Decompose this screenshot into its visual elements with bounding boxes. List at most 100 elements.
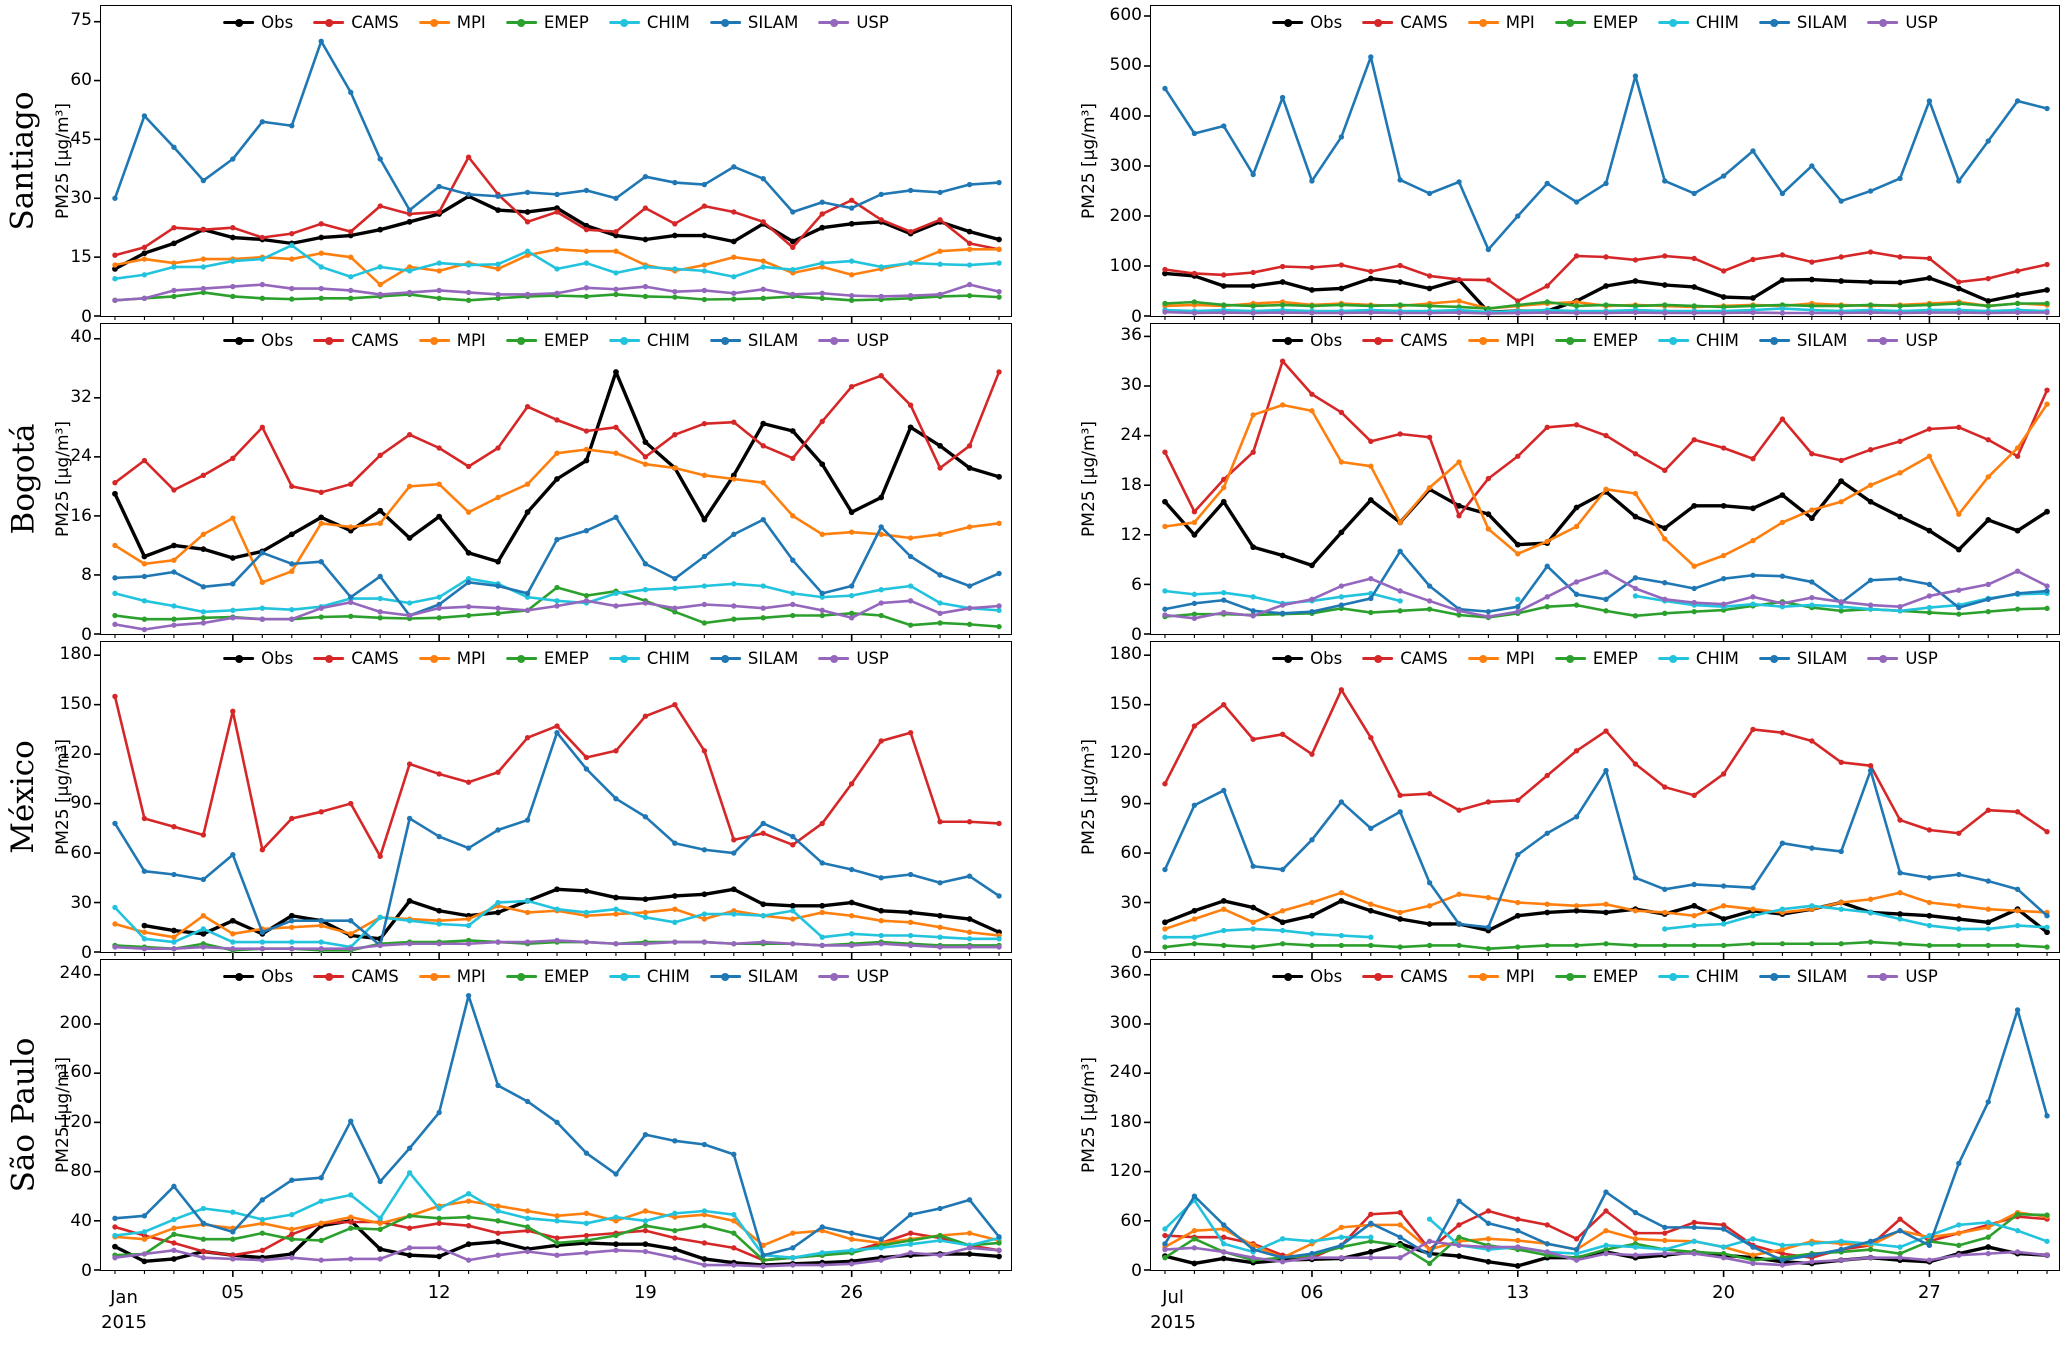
data-point-chim xyxy=(495,899,501,906)
data-point-usp xyxy=(1573,1257,1580,1263)
data-point-chim xyxy=(1515,596,1521,603)
data-point-usp xyxy=(465,1257,472,1263)
y-tick-labels: 0 30 60 90 120 150 180 xyxy=(46,641,96,963)
legend-label: SILAM xyxy=(1796,13,1848,32)
data-point-obs xyxy=(907,909,914,916)
data-point-silam xyxy=(1191,802,1198,808)
data-point-obs xyxy=(760,901,767,908)
y-tick-label: 15 xyxy=(70,247,92,268)
data-point-chim xyxy=(554,906,560,912)
data-point-obs xyxy=(1808,515,1815,522)
data-point-silam xyxy=(171,144,177,150)
legend-line-icon xyxy=(1467,654,1499,663)
data-point-silam xyxy=(1926,875,1933,881)
legend-item-mpi: MPI xyxy=(418,649,486,668)
legend-dot-icon xyxy=(620,972,629,981)
data-point-silam xyxy=(1632,73,1639,79)
legend-dot-icon xyxy=(234,654,243,663)
data-point-cams xyxy=(1309,264,1315,271)
legend-line-icon xyxy=(1362,972,1394,981)
data-point-silam xyxy=(1779,573,1786,579)
data-point-obs xyxy=(1514,541,1521,548)
data-point-cams xyxy=(259,847,266,853)
data-point-emep xyxy=(1720,942,1727,949)
data-point-silam xyxy=(377,1178,383,1185)
data-point-chim xyxy=(1338,932,1345,939)
data-point-chim xyxy=(760,583,766,589)
data-point-cams xyxy=(171,224,177,231)
legend-label: USP xyxy=(856,649,889,668)
data-point-chim xyxy=(406,268,413,274)
data-point-silam xyxy=(465,845,472,851)
data-point-chim xyxy=(819,260,825,266)
data-point-cams xyxy=(289,230,295,237)
data-point-cams xyxy=(377,452,383,459)
data-point-obs xyxy=(1220,498,1227,505)
data-point-silam xyxy=(966,583,973,589)
data-point-mpi xyxy=(524,909,531,916)
data-point-emep xyxy=(495,610,501,617)
y-tick-label: 100 xyxy=(1109,256,1142,277)
data-point-chim xyxy=(2014,1227,2021,1234)
x-axis-origin-label-jul: Jul 2015 xyxy=(1142,1285,1204,1335)
data-point-chim xyxy=(1662,926,1668,932)
data-point-silam xyxy=(318,1175,324,1181)
data-point-emep xyxy=(1750,303,1756,309)
data-point-chim xyxy=(1250,594,1256,600)
legend-dot-icon xyxy=(1878,336,1887,345)
data-point-cams xyxy=(1897,254,1903,260)
data-point-silam xyxy=(937,189,943,196)
data-point-silam xyxy=(1573,591,1580,598)
data-point-usp xyxy=(436,941,442,947)
data-point-usp xyxy=(996,1247,1002,1254)
data-point-silam xyxy=(406,815,413,822)
data-point-silam xyxy=(613,796,619,802)
legend-line-icon xyxy=(709,654,741,663)
data-point-emep xyxy=(1250,303,1256,309)
legend-label: USP xyxy=(1905,13,1938,32)
data-point-usp xyxy=(141,626,148,633)
data-point-usp xyxy=(1221,1249,1227,1255)
y-tick-label: 90 xyxy=(70,793,92,814)
data-point-silam xyxy=(1162,866,1168,873)
data-point-obs xyxy=(1955,546,1962,553)
data-point-obs xyxy=(671,1246,678,1253)
data-point-cams xyxy=(2044,261,2050,268)
legend-line-icon xyxy=(1657,654,1689,663)
legend-dot-icon xyxy=(430,654,439,663)
y-tick-label: 32 xyxy=(70,386,92,407)
data-point-silam xyxy=(1867,1238,1874,1244)
data-point-chim xyxy=(1838,603,1844,610)
data-point-emep xyxy=(966,292,973,299)
data-point-emep xyxy=(1191,299,1198,305)
data-point-cams xyxy=(583,754,590,761)
y-tick-label: 120 xyxy=(1109,743,1142,764)
data-point-silam xyxy=(2014,98,2021,104)
data-point-obs xyxy=(2044,929,2050,936)
legend-item-chim: CHIM xyxy=(608,13,690,32)
data-point-chim xyxy=(819,934,825,940)
data-point-emep xyxy=(377,615,383,621)
data-point-mpi xyxy=(966,1230,973,1236)
data-point-silam xyxy=(1956,1160,1962,1167)
data-point-cams xyxy=(141,457,148,464)
data-point-silam xyxy=(1691,1224,1697,1231)
data-point-obs xyxy=(701,1256,708,1262)
legend-dot-icon xyxy=(1770,336,1779,345)
data-point-obs xyxy=(878,494,885,501)
data-point-chim xyxy=(318,1198,324,1204)
legend-line-icon xyxy=(1867,972,1899,981)
data-point-chim xyxy=(760,913,766,919)
legend-line-icon xyxy=(1554,336,1586,345)
data-point-chim xyxy=(141,598,148,604)
data-point-chim xyxy=(289,606,295,613)
y-tick-label: 360 xyxy=(1109,963,1142,984)
legend: Obs CAMS MPI EMEP CHIM SILAM USP xyxy=(223,967,889,986)
data-point-silam xyxy=(907,187,914,194)
data-point-obs xyxy=(1367,275,1374,282)
data-point-cams xyxy=(406,211,413,217)
data-point-emep xyxy=(259,295,266,301)
data-point-mpi xyxy=(1426,484,1433,491)
data-point-silam xyxy=(318,38,324,44)
data-point-usp xyxy=(1956,309,1962,316)
